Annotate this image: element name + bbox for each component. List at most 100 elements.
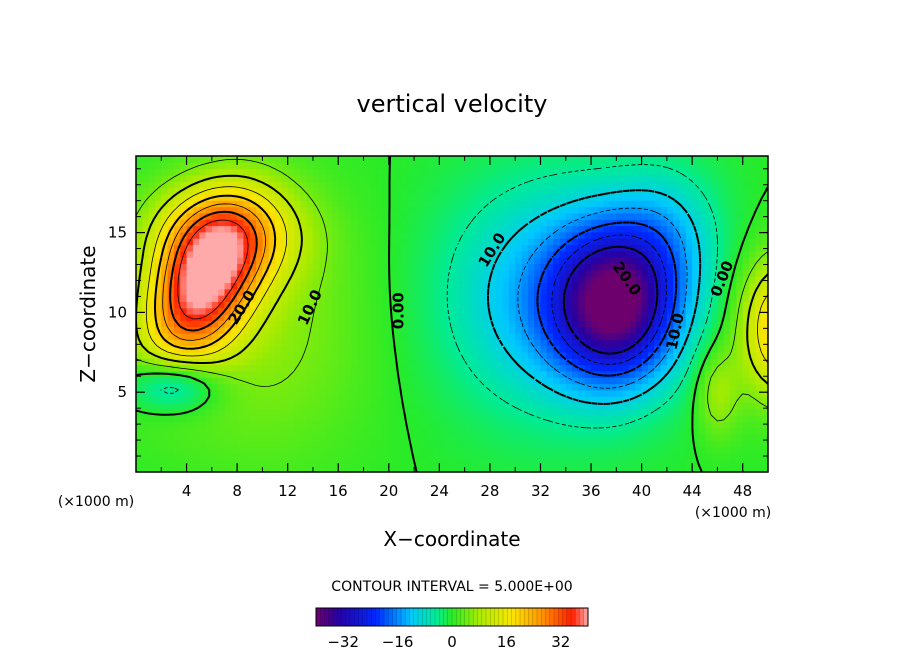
heatmap-cell [420,276,428,283]
heatmap-cell [382,295,390,302]
heatmap-cell [458,168,466,176]
heatmap-cell [312,174,320,182]
heatmap-cell [205,307,213,315]
heatmap-cell [483,193,491,201]
heatmap-cell [420,225,428,233]
heatmap-cell [433,238,440,246]
heatmap-cell [382,421,390,429]
heatmap-cell [622,181,630,189]
heatmap-cell [300,269,308,277]
heatmap-cell [369,351,377,359]
heatmap-cell [591,301,598,309]
heatmap-cell [369,383,377,391]
heatmap-cell [312,358,320,366]
heatmap-cell [628,377,636,385]
heatmap-cell [300,219,308,227]
heatmap-cell [312,446,320,454]
heatmap-cell [230,263,238,271]
heatmap-cell [559,396,567,404]
heatmap-cell [281,295,289,302]
heatmap-cell [224,282,232,290]
heatmap-cell [515,238,523,246]
heatmap-cell [376,370,384,378]
heatmap-cell [294,307,301,315]
heatmap-cell [489,402,497,410]
heatmap-cell [666,200,674,208]
heatmap-cell [224,276,232,283]
heatmap-cell [685,402,693,410]
heatmap-cell [679,156,687,163]
heatmap-cell [591,187,598,195]
heatmap-cell [420,156,428,163]
heatmap-cell [717,377,725,385]
heatmap-cell [243,244,251,252]
heatmap-cell [211,332,219,340]
heatmap-cell [173,440,181,448]
heatmap-cell [572,219,579,227]
heatmap-cell [388,288,396,296]
heatmap-cell [496,212,504,220]
heatmap-cell [420,358,428,366]
heatmap-cell [154,415,162,423]
heatmap-cell [534,269,542,277]
heatmap-cell [319,288,327,296]
heatmap-cell [527,453,535,460]
heatmap-cell [470,465,478,472]
heatmap-cell [319,174,327,182]
heatmap-cell [622,200,630,208]
heatmap-cell [382,181,390,189]
heatmap-cell [268,314,276,321]
heatmap-cell [711,162,719,170]
heatmap-cell [673,459,681,467]
heatmap-cell [591,231,598,239]
heatmap-cell [616,326,624,334]
heatmap-cell [218,427,226,435]
heatmap-cell [426,453,434,460]
heatmap-cell [730,231,737,239]
heatmap-cell [616,339,624,347]
heatmap-cell [186,231,194,239]
heatmap-cell [489,459,497,467]
heatmap-cell [527,193,535,201]
heatmap-cell [199,332,207,340]
heatmap-cell [186,307,194,315]
heatmap-cell [578,453,586,460]
heatmap-cell [742,250,750,258]
heatmap-cell [489,440,497,448]
heatmap-cell [420,465,428,472]
heatmap-cell [224,459,232,467]
heatmap-cell [395,301,403,309]
heatmap-cell [647,174,655,182]
heatmap-cell [553,288,561,296]
heatmap-cell [199,389,207,397]
heatmap-cell [717,326,725,334]
heatmap-cell [603,314,611,321]
heatmap-cell [711,434,719,441]
heatmap-cell [300,225,308,233]
heatmap-cell [167,231,175,239]
heatmap-cell [249,415,257,423]
heatmap-cell [338,295,346,302]
heatmap-cell [452,421,459,429]
heatmap-cell [673,364,681,372]
heatmap-cell [679,238,687,246]
heatmap-cell [243,314,251,321]
heatmap-cell [142,288,150,296]
heatmap-cell [508,465,516,472]
heatmap-cell [312,200,320,208]
heatmap-cell [249,156,257,163]
heatmap-cell [628,288,636,296]
heatmap-cell [426,225,434,233]
heatmap-cell [306,250,314,258]
heatmap-cell [553,162,561,170]
heatmap-cell [249,408,257,416]
heatmap-cell [426,332,434,340]
heatmap-cell [243,168,251,176]
heatmap-cell [395,282,403,290]
heatmap-cell [439,358,447,366]
heatmap-cell [395,244,403,252]
heatmap-cell [275,326,282,334]
heatmap-cell [452,263,459,271]
heatmap-cell [534,402,542,410]
heatmap-cell [218,263,226,271]
